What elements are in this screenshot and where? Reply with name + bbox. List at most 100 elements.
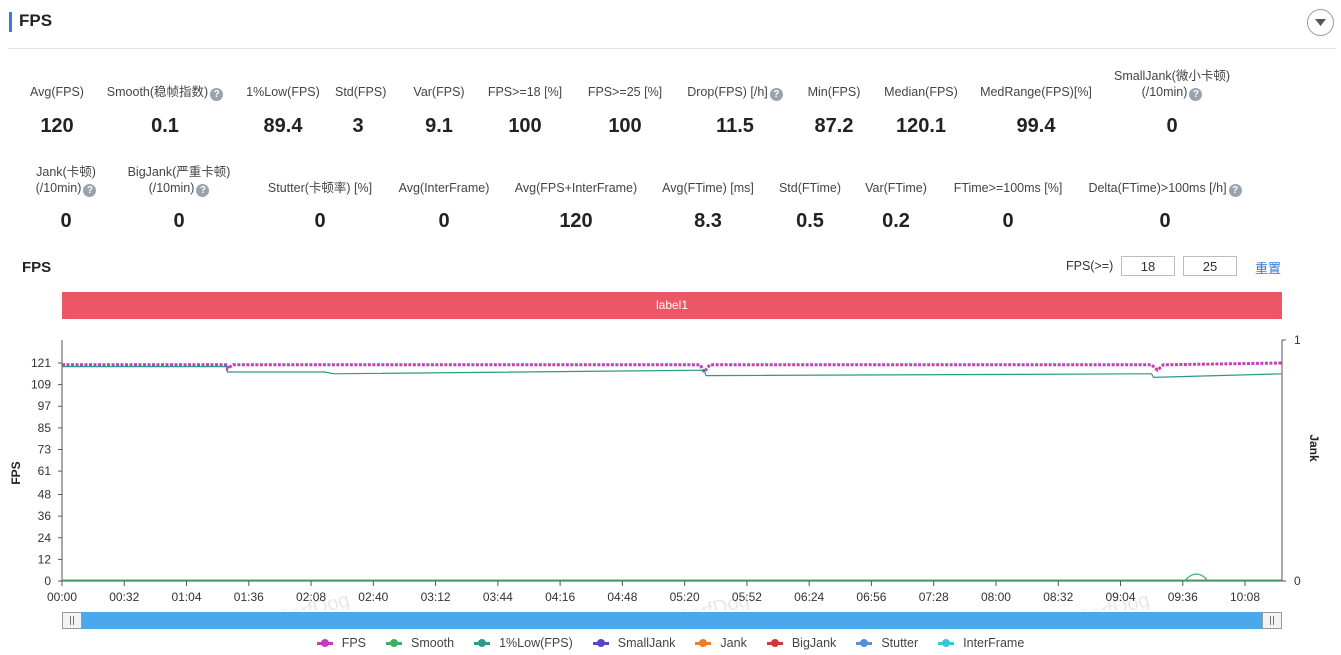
scrollbar-right-handle[interactable] bbox=[1262, 612, 1282, 629]
stat-bigjank: BigJank(严重卡顿) (/10min)? 0 bbox=[119, 164, 239, 232]
legend-label: InterFrame bbox=[963, 636, 1025, 650]
stat-value: 0 bbox=[60, 210, 72, 232]
stat-value: 0 bbox=[1002, 210, 1014, 232]
stat-value: 0.1 bbox=[151, 115, 179, 137]
stat-label: Stutter(卡顿率) [%] bbox=[267, 181, 373, 195]
timeline-scrollbar[interactable] bbox=[62, 612, 1282, 629]
help-icon[interactable]: ? bbox=[210, 88, 224, 101]
stat-label: Jank(卡顿) bbox=[36, 165, 96, 179]
help-icon[interactable]: ? bbox=[1189, 88, 1203, 101]
scrollbar-left-handle[interactable] bbox=[62, 612, 82, 629]
stat-label: Avg(FPS+InterFrame) bbox=[514, 181, 638, 195]
legend-label: BigJank bbox=[791, 636, 837, 650]
legend-item-stutter[interactable]: Stutter bbox=[856, 636, 918, 650]
x-tick-label: 08:32 bbox=[1043, 590, 1073, 604]
label-bar[interactable]: label1 bbox=[62, 292, 1282, 319]
legend-label: Smooth bbox=[411, 636, 455, 650]
stat-std-fps: Std(FPS) 3 bbox=[335, 84, 387, 144]
y-tick-label: 48 bbox=[38, 488, 52, 502]
stat-label: Std(FPS) bbox=[335, 85, 387, 99]
stat-value: 0.2 bbox=[882, 210, 910, 232]
stat-drop-fps-h: Drop(FPS) [/h]? 11.5 bbox=[683, 84, 787, 144]
stat-value: 11.5 bbox=[716, 115, 754, 137]
stat-label: Avg(InterFrame) bbox=[398, 181, 490, 195]
stat-std-ftime: Std(FTime) 0.5 bbox=[777, 180, 843, 240]
help-icon[interactable]: ? bbox=[83, 184, 97, 197]
fps-threshold-input-1[interactable] bbox=[1121, 256, 1175, 276]
x-tick-label: 06:24 bbox=[794, 590, 824, 604]
stat-smalljank: SmallJank(微小卡顿) (/10min)? 0 bbox=[1107, 68, 1237, 137]
legend-swatch bbox=[316, 638, 333, 647]
x-tick-label: 00:32 bbox=[109, 590, 139, 604]
series-line-1-low-fps- bbox=[62, 366, 1283, 379]
help-icon[interactable]: ? bbox=[769, 88, 783, 101]
chart-legend: FPS Smooth 1%Low(FPS) SmallJank Jank BigJank S… bbox=[0, 636, 1341, 650]
stat-var-ftime: Var(FTime) 0.2 bbox=[863, 180, 929, 240]
y2-tick-label: 0 bbox=[1294, 574, 1301, 588]
stat-value: 120 bbox=[559, 210, 593, 232]
collapse-button[interactable] bbox=[1307, 9, 1334, 36]
stat-label: FTime>=100ms [%] bbox=[953, 181, 1063, 195]
legend-item-interframe[interactable]: InterFrame bbox=[938, 636, 1024, 650]
legend-label: SmallJank bbox=[617, 636, 676, 650]
legend-swatch bbox=[695, 638, 712, 647]
stat-1-low-fps: 1%Low(FPS) 89.4 bbox=[240, 84, 326, 144]
stat-value: 100 bbox=[508, 115, 542, 137]
legend-item-bigjank[interactable]: BigJank bbox=[766, 636, 837, 650]
y-tick-label: 97 bbox=[38, 399, 52, 413]
x-tick-label: 04:48 bbox=[607, 590, 637, 604]
y2-axis-label: Jank bbox=[1307, 434, 1321, 462]
stat-value: 120.1 bbox=[895, 115, 947, 137]
stat-label: Avg(FTime) [ms] bbox=[662, 181, 754, 195]
stat-label: Median(FPS) bbox=[884, 85, 958, 99]
fps-threshold-input-2[interactable] bbox=[1183, 256, 1237, 276]
x-tick-label: 03:44 bbox=[483, 590, 513, 604]
stat-label: Min(FPS) bbox=[807, 85, 861, 99]
fps-threshold-label: FPS(>=) bbox=[1066, 259, 1114, 273]
stat-fps-25: FPS>=25 [%] 100 bbox=[583, 84, 667, 144]
stat-label-unit: (/10min)? bbox=[119, 180, 239, 197]
x-tick-label: 07:28 bbox=[919, 590, 949, 604]
stat-label-unit: (/10min)? bbox=[21, 180, 111, 197]
y-tick-label: 24 bbox=[38, 531, 52, 545]
legend-item-jank[interactable]: Jank bbox=[695, 636, 747, 650]
stat-min-fps: Min(FPS) 87.2 bbox=[802, 84, 866, 144]
reset-button[interactable]: 重置 bbox=[1255, 261, 1282, 276]
stat-label: BigJank(严重卡顿) bbox=[127, 165, 231, 179]
legend-item-smalljank[interactable]: SmallJank bbox=[592, 636, 676, 650]
stat-avg-interframe: Avg(InterFrame) 0 bbox=[394, 180, 494, 240]
legend-item-smooth[interactable]: Smooth bbox=[386, 636, 454, 650]
legend-item-1-low-fps-[interactable]: 1%Low(FPS) bbox=[474, 636, 573, 650]
help-icon[interactable]: ? bbox=[1228, 184, 1242, 197]
legend-label: Jank bbox=[720, 636, 747, 650]
x-tick-label: 03:12 bbox=[421, 590, 451, 604]
stat-value: 87.2 bbox=[814, 115, 854, 137]
chevron-down-icon bbox=[1315, 18, 1326, 26]
x-tick-label: 10:08 bbox=[1230, 590, 1260, 604]
stat-value: 0 bbox=[173, 210, 185, 232]
panel-header: FPS bbox=[8, 8, 1336, 49]
y-tick-label: 36 bbox=[38, 509, 52, 523]
legend-label: Stutter bbox=[881, 636, 919, 650]
fps-chart[interactable]: PerfDogPerfDogPerfDogPerfDogPerfDogPerfD… bbox=[0, 330, 1341, 610]
legend-swatch bbox=[386, 638, 403, 647]
stat-smooth: Smooth(稳帧指数)? 0.1 bbox=[105, 84, 225, 144]
legend-label: FPS bbox=[341, 636, 367, 650]
stat-value: 0 bbox=[1166, 115, 1178, 137]
x-tick-label: 09:04 bbox=[1105, 590, 1135, 604]
stat-value: 0.5 bbox=[796, 210, 824, 232]
x-tick-label: 02:08 bbox=[296, 590, 326, 604]
x-tick-label: 02:40 bbox=[358, 590, 388, 604]
legend-swatch bbox=[856, 638, 873, 647]
stat-stutter: Stutter(卡顿率) [%] 0 bbox=[264, 180, 376, 240]
header-accent-bar bbox=[9, 12, 12, 32]
help-icon[interactable]: ? bbox=[196, 184, 210, 197]
stat-ftime-100ms: FTime>=100ms [%] 0 bbox=[949, 180, 1067, 240]
stat-label: MedRange(FPS)[%] bbox=[980, 85, 1092, 99]
stat-value: 0 bbox=[314, 210, 326, 232]
stat-jank: Jank(卡顿) (/10min)? 0 bbox=[21, 164, 111, 232]
x-tick-label: 00:00 bbox=[47, 590, 77, 604]
legend-item-fps[interactable]: FPS bbox=[316, 636, 367, 650]
x-tick-label: 06:56 bbox=[856, 590, 886, 604]
stat-label: Std(FTime) bbox=[778, 181, 842, 195]
